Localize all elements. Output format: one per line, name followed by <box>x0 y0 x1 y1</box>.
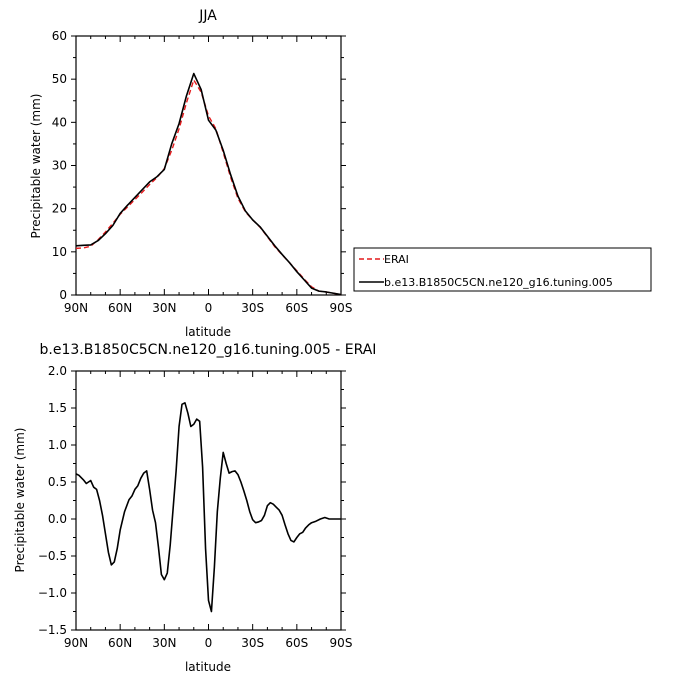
top-x-tick-label: 0 <box>205 301 213 315</box>
top-plot-frame <box>75 35 342 296</box>
top-series-group <box>75 72 342 296</box>
top-y-tick-label: 30 <box>52 159 67 173</box>
bottom-chart-title: b.e13.B1850C5CN.ne120_g16.tuning.005 - E… <box>40 342 377 358</box>
bottom-x-tick-label: 90N <box>64 636 88 650</box>
top-x-tick-label: 90S <box>330 301 353 315</box>
bottom-x-tick-label: 0 <box>205 636 213 650</box>
top-y-tick-label: 20 <box>52 202 67 216</box>
bottom-y-tick-label: 0.5 <box>48 475 67 489</box>
bottom-series-group <box>75 402 341 613</box>
top-x-tick-label: 60N <box>108 301 132 315</box>
legend-box <box>353 247 652 292</box>
bottom-y-axis-label: Precipitable water (mm) <box>13 428 27 573</box>
legend: ERAI b.e13.B1850C5CN.ne120_g16.tuning.00… <box>353 247 652 292</box>
top-x-tick-label: 90N <box>64 301 88 315</box>
top-y-axis-label: Precipitable water (mm) <box>29 94 43 239</box>
bottom-y-tick-label: −1.0 <box>38 586 67 600</box>
bottom-x-tick-label: 30S <box>241 636 264 650</box>
top-x-tick-label: 30N <box>152 301 176 315</box>
bottom-y-tick-label: 2.0 <box>48 364 67 378</box>
bottom-y-tick-label: −0.5 <box>38 549 67 563</box>
legend-label-erai: ERAI <box>384 253 409 266</box>
top-x-tick-label: 30S <box>241 301 264 315</box>
top-y-tick-label: 50 <box>52 72 67 86</box>
bottom-x-tick-label: 60N <box>108 636 132 650</box>
bottom-y-tick-label: 1.0 <box>48 438 67 452</box>
top-chart-title: JJA <box>198 8 217 24</box>
legend-label-model: b.e13.B1850C5CN.ne120_g16.tuning.005 <box>384 276 613 289</box>
bottom-y-tick-label: 0.0 <box>48 512 67 526</box>
top-axis-ticks: 90N 60N 30N 0 30S 60S 90S 0 10 20 30 40 50 60 <box>52 29 353 315</box>
bottom-y-tick-label: −1.5 <box>38 623 67 637</box>
bottom-x-tick-label: 30N <box>152 636 176 650</box>
top-y-tick-label: 60 <box>52 29 67 43</box>
bottom-x-tick-label: 60S <box>285 636 308 650</box>
panel-top: JJA 90N 60N 30N 0 30S 60S 90S 0 10 20 30 40 50 60 lat… <box>29 8 352 339</box>
bottom-axis-ticks: 90N 60N 30N 0 30S 60S 90S −1.5 −1.0 −0.5 0.0 0.5 1.0… <box>38 364 353 650</box>
bottom-y-tick-label: 1.5 <box>48 401 67 415</box>
top-y-tick-label: 40 <box>52 115 67 129</box>
bottom-x-axis-label: latitude <box>185 660 231 674</box>
top-x-tick-label: 60S <box>285 301 308 315</box>
top-series-model-line <box>75 72 342 296</box>
top-y-tick-label: 10 <box>52 245 67 259</box>
bottom-series-model-line <box>75 402 341 613</box>
top-x-axis-label: latitude <box>185 325 231 339</box>
bottom-x-tick-label: 90S <box>330 636 353 650</box>
panel-bottom: b.e13.B1850C5CN.ne120_g16.tuning.005 - E… <box>13 342 376 674</box>
top-series-erai-line <box>75 79 342 296</box>
top-y-tick-label: 0 <box>59 288 67 302</box>
